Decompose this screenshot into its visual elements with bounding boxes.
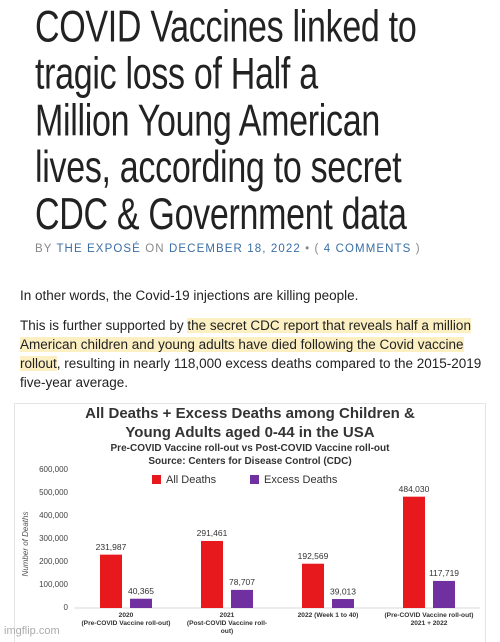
value-label: 484,030 <box>399 484 430 494</box>
bar <box>433 580 455 608</box>
bar <box>130 598 152 608</box>
date-link[interactable]: DECEMBER 18, 2022 <box>168 243 301 255</box>
value-label: 78,707 <box>229 577 255 587</box>
byline-by: BY <box>35 243 53 255</box>
bar <box>100 554 122 608</box>
x-tick-label: 2021 (Post-COVID Vaccine roll- out) <box>186 612 268 635</box>
comments-link[interactable]: 4 COMMENTS <box>323 243 412 255</box>
byline: BY THE EXPOSÉ ON DECEMBER 18, 2022 • ( 4… <box>35 243 421 255</box>
watermark: imgflip.com <box>4 625 60 637</box>
paragraph: In other words, the Covid-19 injections … <box>20 288 359 303</box>
text: This is further supported by <box>20 318 188 333</box>
chart-subtitle: Pre-COVID Vaccine roll-out vs Post-COVID… <box>110 443 390 467</box>
y-tick-label: 300,000 <box>39 534 68 543</box>
value-label: 231,987 <box>96 542 127 552</box>
value-label: 291,461 <box>197 528 228 538</box>
legend-swatch <box>250 475 259 484</box>
value-label: 40,365 <box>128 586 154 596</box>
y-tick-label: 0 <box>64 603 69 612</box>
y-axis-label: Number of Deaths <box>21 512 30 577</box>
paragraph: This is further supported by the secret … <box>20 316 488 392</box>
bar <box>332 599 354 608</box>
legend-label: All Deaths <box>166 474 217 486</box>
bar <box>201 540 223 608</box>
y-tick-label: 200,000 <box>39 557 68 566</box>
author-link[interactable]: THE EXPOSÉ <box>56 243 141 255</box>
byline-open: • ( <box>305 243 320 255</box>
value-label: 192,569 <box>298 551 329 561</box>
legend-swatch <box>152 475 161 484</box>
x-tick-label: (Pre-COVID Vaccine roll-out) 2021 + 2022 <box>384 612 474 627</box>
bar <box>231 589 253 608</box>
byline-close: ) <box>415 243 421 255</box>
x-tick-label: 2022 (Week 1 to 40) <box>297 612 359 619</box>
y-tick-label: 500,000 <box>39 488 68 497</box>
chart-title: All Deaths + Excess Deaths among Childre… <box>85 405 415 441</box>
legend-label: Excess Deaths <box>264 474 338 486</box>
x-tick-label: 2020 (Pre-COVID Vaccine roll-out) <box>81 612 171 627</box>
y-tick-label: 400,000 <box>39 511 68 520</box>
y-tick-label: 600,000 <box>39 465 68 474</box>
y-tick-label: 100,000 <box>39 580 68 589</box>
headline: COVID Vaccines linked to tragic loss of … <box>35 2 417 240</box>
chart-frame <box>14 403 486 642</box>
byline-on: ON <box>145 243 165 255</box>
value-label: 39,013 <box>330 586 356 596</box>
value-label: 117,719 <box>429 568 459 578</box>
bar <box>302 563 324 608</box>
text: , resulting in nearly 118,000 excess dea… <box>20 356 482 390</box>
bar <box>403 496 425 608</box>
